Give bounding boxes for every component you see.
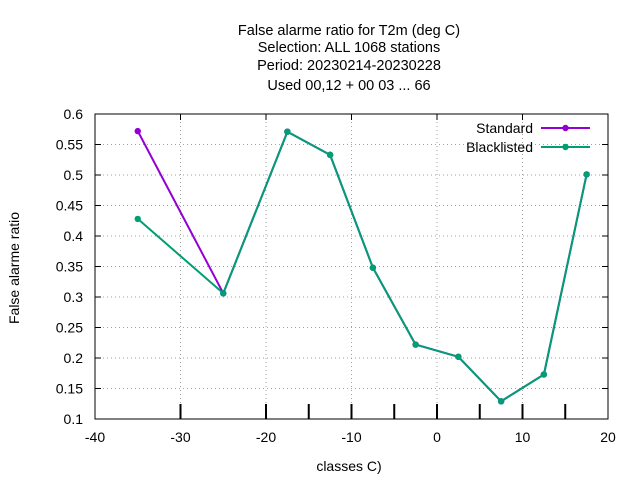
chart-title: False alarme ratio for T2m (deg C) Selec… (238, 23, 460, 94)
y-tick-label: 0.5 (64, 167, 84, 183)
y-tick-label: 0.55 (56, 137, 83, 153)
series-layer (134, 127, 590, 405)
series-point (369, 264, 377, 271)
y-axis-label: False alarme ratio (6, 212, 22, 324)
y-tick-label: 0.2 (64, 350, 84, 366)
x-tick-label: -20 (256, 429, 276, 445)
y-tick-label: 0.3 (64, 289, 84, 305)
legend-marker (562, 124, 569, 132)
y-tick-label: 0.45 (56, 198, 83, 214)
x-tick-label: 10 (515, 429, 531, 445)
legend: Standard Blacklisted (466, 120, 590, 155)
axis-ticks: -40 -30 -20 -10 0 10 20 0.1 0.15 0.2 0.25 0.3 0.35 0.… (56, 106, 616, 445)
series-1 (134, 127, 590, 405)
series-point (583, 171, 590, 178)
class-markers (179, 404, 567, 419)
legend-marker (562, 143, 569, 151)
title-line: Used 00,12 + 00 03 ... 66 (267, 78, 430, 94)
series-line (137, 130, 588, 403)
title-line: Period: 20230214-20230228 (257, 58, 441, 74)
y-tick-label: 0.1 (64, 411, 84, 427)
series-point (497, 398, 505, 405)
y-tick-label: 0.6 (64, 106, 84, 122)
series-point (284, 128, 291, 135)
y-tick-label: 0.35 (56, 259, 83, 275)
plot-frame (94, 113, 609, 420)
series-2 (134, 128, 590, 405)
series-point (134, 215, 141, 223)
series-point (455, 353, 462, 360)
x-tick-label: -30 (170, 429, 190, 445)
series-point (220, 290, 227, 297)
x-tick-label: -10 (341, 429, 361, 445)
series-point (540, 371, 548, 378)
y-tick-label: 0.25 (56, 320, 83, 336)
x-tick-label: 20 (600, 429, 616, 445)
legend-label: Blacklisted (466, 139, 533, 155)
series-point (134, 127, 141, 135)
title-line: Selection: ALL 1068 stations (258, 40, 440, 56)
x-tick-label: -40 (85, 429, 105, 445)
title-line: False alarme ratio for T2m (deg C) (238, 23, 460, 39)
series-point (326, 151, 334, 159)
x-axis-label: classes C) (316, 458, 381, 474)
y-tick-label: 0.4 (64, 228, 84, 244)
legend-label: Standard (476, 120, 533, 136)
y-tick-label: 0.15 (56, 381, 83, 397)
series-point (412, 341, 419, 348)
x-tick-label: 0 (433, 429, 441, 445)
grid (95, 114, 608, 419)
